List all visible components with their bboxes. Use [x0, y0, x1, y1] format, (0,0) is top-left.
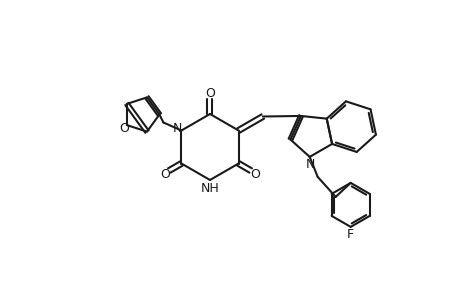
Text: F: F [347, 228, 353, 242]
Text: O: O [205, 86, 214, 100]
Text: O: O [160, 168, 170, 181]
Text: O: O [119, 122, 129, 135]
Text: N: N [305, 158, 315, 171]
Text: N: N [173, 122, 182, 135]
Text: O: O [249, 168, 259, 181]
Text: NH: NH [200, 182, 219, 194]
